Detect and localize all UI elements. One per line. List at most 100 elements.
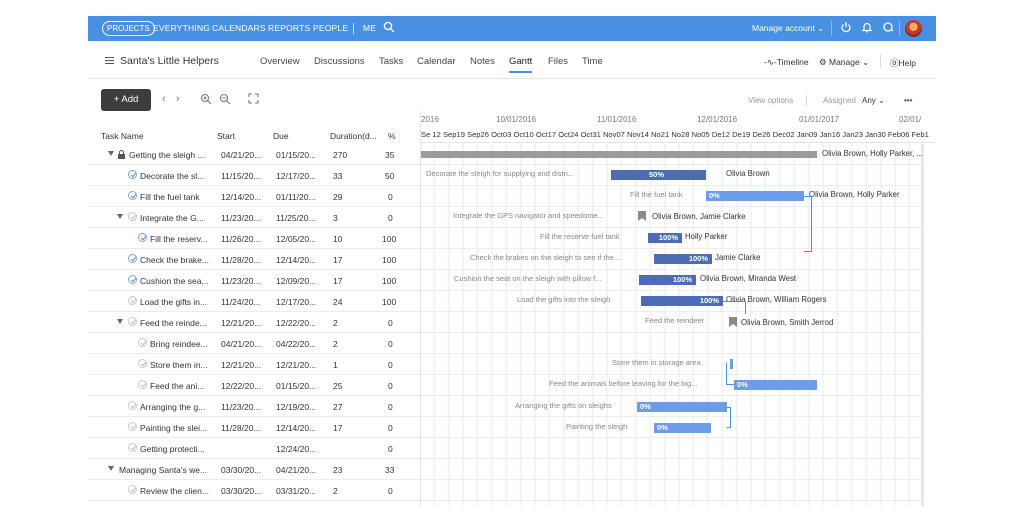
table-row[interactable]: Managing Santa's we... 03/30/20... 04/21… [88,459,420,480]
task-complete-check-icon[interactable] [128,401,137,410]
task-name[interactable]: Cushion the sea... [140,276,209,286]
task-complete-check-icon[interactable] [138,380,147,389]
table-row[interactable]: Bring reindee... 04/21/20... 04/22/20...… [88,333,420,354]
table-row[interactable]: Review the clien... 03/30/20... 03/31/20… [88,480,420,501]
task-name[interactable]: Fill the fuel tank [140,192,200,202]
tab-time[interactable]: Time [582,56,603,67]
view-options-menu[interactable]: View options [748,96,794,105]
task-complete-check-icon[interactable] [128,212,137,221]
table-row[interactable]: Fill the reserv... 11/26/20... 12/05/20.… [88,228,420,249]
collapse-caret-icon[interactable] [117,319,123,324]
table-row[interactable]: Feed the reinde... 12/21/20... 12/22/20.… [88,312,420,333]
task-name[interactable]: Feed the ani... [150,381,205,391]
milestone-flag-icon[interactable] [638,211,646,221]
task-complete-check-icon[interactable] [128,317,137,326]
task-name[interactable]: Bring reindee... [150,339,208,349]
task-name[interactable]: Check the brake... [140,255,209,265]
more-options-icon[interactable]: ••• [904,96,913,105]
task-name[interactable]: Decorate the sl... [140,171,205,181]
table-row[interactable]: Decorate the sl... 11/15/20... 12/17/20.… [88,165,420,186]
task-bar[interactable]: 100% [641,296,723,306]
task-name[interactable]: Store them in... [150,360,208,370]
tab-calendar[interactable]: Calendar [417,56,456,67]
task-name[interactable]: Fill the reserv... [150,234,208,244]
task-complete-check-icon[interactable] [138,338,147,347]
table-row[interactable]: Check the brake... 11/28/20... 12/14/20.… [88,249,420,270]
collapse-caret-icon[interactable] [117,214,123,219]
table-row[interactable]: Arranging the g... 11/23/20... 12/19/20.… [88,396,420,417]
table-row[interactable]: Cushion the sea... 11/23/20... 12/09/20.… [88,270,420,291]
tab-files[interactable]: Files [548,56,569,67]
task-bar[interactable]: 100% [654,254,712,264]
collapse-caret-icon[interactable] [108,151,114,156]
task-complete-check-icon[interactable] [138,233,147,242]
tab-tasks[interactable]: Tasks [379,56,404,67]
task-complete-check-icon[interactable] [128,254,137,263]
task-complete-check-icon[interactable] [138,359,147,368]
task-complete-check-icon[interactable] [128,422,137,431]
task-name[interactable]: Painting the slei... [140,423,208,433]
column-header-due[interactable]: Due [273,131,289,141]
nav-everything[interactable]: EVERYTHING [153,23,211,33]
table-row[interactable]: Painting the slei... 11/28/20... 12/14/2… [88,417,420,438]
add-task-button[interactable]: + Add [101,89,151,111]
task-name[interactable]: Integrate the G... [140,213,204,223]
column-header-start[interactable]: Start [217,131,235,141]
task-complete-check-icon[interactable] [128,485,137,494]
column-header-duration[interactable]: Duration(d... [330,131,377,141]
task-bar[interactable]: 0% [734,380,817,390]
column-header-task-name[interactable]: Task Name [101,131,144,141]
task-complete-check-icon[interactable] [128,275,137,284]
tab-discussions[interactable]: Discussions [314,56,365,67]
hamburger-menu-icon[interactable] [105,57,114,64]
task-name[interactable]: Review the clien... [140,486,209,496]
manage-account-menu[interactable]: Manage account ⌄ [752,23,824,34]
chevron-left-icon[interactable]: ‹ [162,93,166,105]
collapse-caret-icon[interactable] [108,466,114,471]
task-complete-check-icon[interactable] [128,191,137,200]
nav-reports[interactable]: REPORTS [268,23,311,33]
table-row[interactable]: Load the gifts in... 11/24/20... 12/17/2… [88,291,420,312]
timeline-button[interactable]: -∿-Timeline [764,57,809,68]
table-row[interactable]: Store them in... 12/21/20... 12/21/20...… [88,354,420,375]
table-row[interactable]: Fill the fuel tank 12/14/20... 01/11/20.… [88,186,420,207]
task-name[interactable]: Getting the sleigh ... [129,150,205,160]
task-bar[interactable]: 50% [611,170,706,180]
tab-overview[interactable]: Overview [260,56,300,67]
column-header-percent[interactable]: % [388,131,396,141]
nav-people[interactable]: PEOPLE [313,23,349,33]
task-bar[interactable]: 0% [654,423,711,433]
task-complete-check-icon[interactable] [128,443,137,452]
chat-icon[interactable] [881,21,895,35]
task-name[interactable]: Load the gifts in... [140,297,208,307]
task-name[interactable]: Managing Santa's we... [119,465,208,475]
table-row[interactable]: Getting the sleigh ... 04/21/20... 01/15… [88,144,420,165]
task-bar[interactable] [730,359,733,369]
zoom-in-icon[interactable] [200,93,212,108]
task-name[interactable]: Feed the reinde... [140,318,207,328]
help-button[interactable]: ⓪Help [890,57,916,69]
nav-projects[interactable]: PROJECTS [102,21,155,36]
search-icon[interactable] [382,21,396,35]
power-icon[interactable] [839,21,853,35]
task-bar[interactable]: 100% [648,233,682,243]
nav-calendars[interactable]: CALENDARS [212,23,266,33]
fullscreen-icon[interactable] [248,93,259,107]
chevron-right-icon[interactable]: › [176,93,180,105]
summary-bar[interactable] [421,151,817,158]
manage-button[interactable]: ⚙ Manage ⌄ [819,57,869,68]
vertical-scrollbar[interactable] [921,144,924,506]
nav-me[interactable]: ME [363,23,377,33]
task-bar[interactable]: 0% [706,191,804,201]
tab-gantt[interactable]: Gantt [509,56,533,73]
zoom-out-icon[interactable] [219,93,231,108]
task-name[interactable]: Arranging the g... [140,402,206,412]
task-complete-check-icon[interactable] [128,170,137,179]
task-bar[interactable]: 0% [637,402,727,412]
milestone-flag-icon[interactable] [729,317,737,327]
user-avatar[interactable] [905,20,922,37]
bell-icon[interactable] [860,21,874,35]
task-bar[interactable]: 100% [639,275,696,285]
assigned-filter[interactable]: Any ⌄ [862,96,885,105]
table-row[interactable]: Feed the ani... 12/22/20... 01/15/20... … [88,375,420,396]
